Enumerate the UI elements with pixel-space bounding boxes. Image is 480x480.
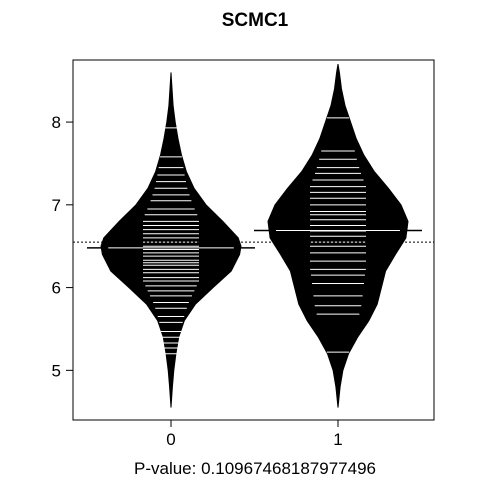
bean-density-0	[100, 72, 242, 408]
x-tick-label: 0	[166, 430, 175, 449]
bean-0	[87, 72, 255, 408]
axes-layer: 5 6 7 8 0 1	[52, 113, 343, 449]
chart-title: SCMC1	[222, 10, 289, 31]
y-tick-label: 8	[52, 113, 61, 132]
x-axis-label: P-value: 0.10967468187977496	[134, 459, 376, 478]
beans-layer	[73, 64, 434, 408]
y-tick-label: 5	[52, 361, 61, 380]
bean-1	[254, 64, 422, 408]
x-tick-label: 1	[333, 430, 342, 449]
y-tick-label: 6	[52, 279, 61, 298]
y-tick-label: 7	[52, 196, 61, 215]
